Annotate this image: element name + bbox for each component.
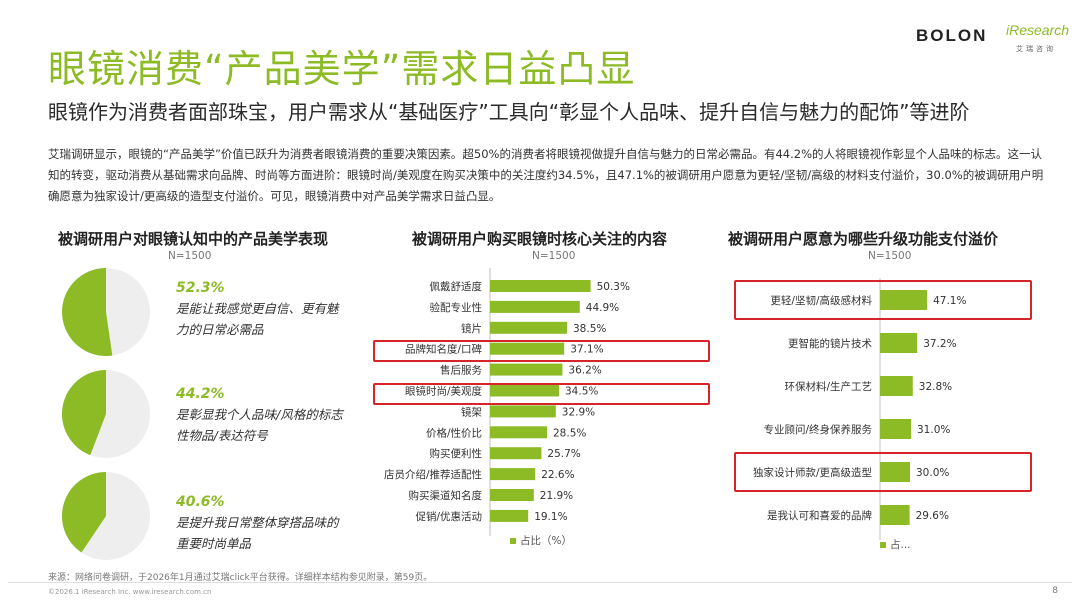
bar xyxy=(490,300,580,313)
highlight-box-brand xyxy=(373,340,710,362)
panel3-n: N=1500 xyxy=(868,250,912,262)
pie2-description: 是彰显我个人品味/风格的标志性物品/表达符号 xyxy=(176,407,343,443)
value-label: 36.2% xyxy=(568,365,601,377)
panel1-title: 被调研用户对眼镜认知中的产品美学表现 xyxy=(58,230,329,248)
panel1-n: N=1500 xyxy=(168,250,212,262)
pie-chart-3 xyxy=(62,472,150,560)
bar xyxy=(490,468,536,481)
bar xyxy=(490,280,591,292)
intro-paragraph: 艾瑞调研显示，眼镜的“产品美学”价值已跃升为消费者眼镜消费的重要决策因素。超50… xyxy=(48,147,1044,203)
category-label: 验配专业性 xyxy=(430,301,483,314)
footer-divider xyxy=(8,582,1072,583)
value-label: 37.2% xyxy=(923,338,956,350)
value-label: 32.9% xyxy=(562,406,595,418)
value-label: 25.7% xyxy=(547,448,580,460)
bar xyxy=(880,333,918,353)
value-label: 29.6% xyxy=(916,510,949,522)
bar xyxy=(880,462,910,482)
panel3-title: 被调研用户愿意为哪些升级功能支付溢价 xyxy=(728,230,999,248)
legend-label: 占比（%） xyxy=(520,534,572,547)
highlight-box-fashion xyxy=(373,383,710,405)
bar xyxy=(490,342,565,355)
page-title: 眼镜消费“产品美学”需求日益凸显 xyxy=(48,47,636,91)
category-label: 购买渠道知名度 xyxy=(409,489,483,502)
page-number: 8 xyxy=(1052,586,1058,596)
brand-logo: BOLON iResearch 艾瑞咨询 xyxy=(916,20,1070,58)
bar xyxy=(880,376,913,396)
bar xyxy=(490,384,559,397)
copyright: ©2026.1 iResearch Inc. www.iresearch.com… xyxy=(48,588,212,596)
bolon-logo: BOLON xyxy=(916,26,988,45)
pie3-description: 是提升我日常整体穿搭品味的重要时尚单品 xyxy=(176,515,339,551)
value-label: 50.3% xyxy=(597,281,630,293)
category-label: 环保材料/生产工艺 xyxy=(784,380,872,393)
category-label: 更智能的镜片技术 xyxy=(788,337,872,350)
bar xyxy=(880,290,928,310)
iresearch-logo-sub: 艾瑞咨询 xyxy=(1016,45,1056,53)
pie2-percent: 44.2% xyxy=(176,386,225,402)
pie-slice-value xyxy=(62,370,106,456)
category-label: 是我认可和喜爱的品牌 xyxy=(767,509,872,522)
bar xyxy=(490,489,534,501)
category-label: 专业顾问/终身保养服务 xyxy=(763,423,872,436)
pie-chart-1 xyxy=(62,268,150,356)
pie3-percent: 40.6% xyxy=(176,494,225,510)
pie1-description: 是能让我感觉更自信、更有魅力的日常必需品 xyxy=(176,301,339,337)
value-label: 44.9% xyxy=(586,302,619,314)
category-label: 购买便利性 xyxy=(430,447,483,460)
value-label: 21.9% xyxy=(540,490,573,502)
value-label: 31.0% xyxy=(917,424,950,436)
bar xyxy=(490,363,563,376)
pie-chart-2 xyxy=(62,370,150,458)
highlight-box-material xyxy=(734,280,1032,320)
bar xyxy=(490,426,547,439)
pie1-percent: 52.3% xyxy=(176,280,225,296)
value-label: 22.6% xyxy=(541,469,574,481)
bar xyxy=(880,505,910,525)
bar xyxy=(490,405,556,418)
category-label: 促销/优惠活动 xyxy=(415,510,482,523)
bar xyxy=(880,419,911,439)
category-label: 独家设计师款/更高级造型 xyxy=(753,466,872,479)
bar xyxy=(490,321,567,334)
iresearch-logo: iResearch xyxy=(1006,22,1070,38)
premium-bar-chart: 更轻/坚韧/高级感材料 47.1% 更智能的镜片技术 37.2% 环保材料/生产工艺 32… xyxy=(753,278,966,551)
page-subtitle: 眼镜作为消费者面部珠宝，用户需求从“基础医疗”工具向“彰显个人品味、提升自信与魅… xyxy=(48,100,970,124)
value-label: 37.1% xyxy=(570,344,603,356)
category-label: 佩戴舒适度 xyxy=(430,280,483,293)
legend-label: 占... xyxy=(890,538,911,551)
value-label: 32.8% xyxy=(919,381,952,393)
category-label: 更轻/坚韧/高级感材料 xyxy=(770,294,872,307)
value-label: 47.1% xyxy=(933,295,966,307)
category-label: 价格/性价比 xyxy=(426,426,482,439)
panel2-n: N=1500 xyxy=(532,250,576,262)
source-note: 来源：网络问卷调研，于2026年1月通过艾瑞click平台获得。详细样本结构参见… xyxy=(48,573,433,583)
bar xyxy=(490,447,542,460)
legend-swatch xyxy=(880,542,886,548)
bar xyxy=(490,509,529,522)
value-label: 19.1% xyxy=(534,511,567,523)
highlight-box-design xyxy=(734,452,1032,492)
attention-bar-chart: 佩戴舒适度 50.3% 验配专业性 44.9% 镜片 38.5% 品牌知名度/口碑 37.1%… xyxy=(384,268,630,547)
pie-slice-value xyxy=(62,268,113,356)
category-label: 售后服务 xyxy=(440,364,482,377)
legend-swatch xyxy=(510,538,516,544)
value-label: 38.5% xyxy=(573,323,606,335)
value-label: 30.0% xyxy=(916,467,949,479)
panel2-title: 被调研用户购买眼镜时核心关注的内容 xyxy=(412,230,668,248)
value-label: 28.5% xyxy=(553,427,586,439)
category-label: 店员介绍/推荐适配性 xyxy=(384,468,482,481)
value-label: 34.5% xyxy=(565,386,598,398)
pie-slice-value xyxy=(62,472,106,553)
category-label: 品牌知名度/口碑 xyxy=(405,343,483,356)
category-label: 眼镜时尚/美观度 xyxy=(405,385,483,398)
category-label: 镜片 xyxy=(461,322,482,335)
category-label: 镜架 xyxy=(461,405,482,418)
